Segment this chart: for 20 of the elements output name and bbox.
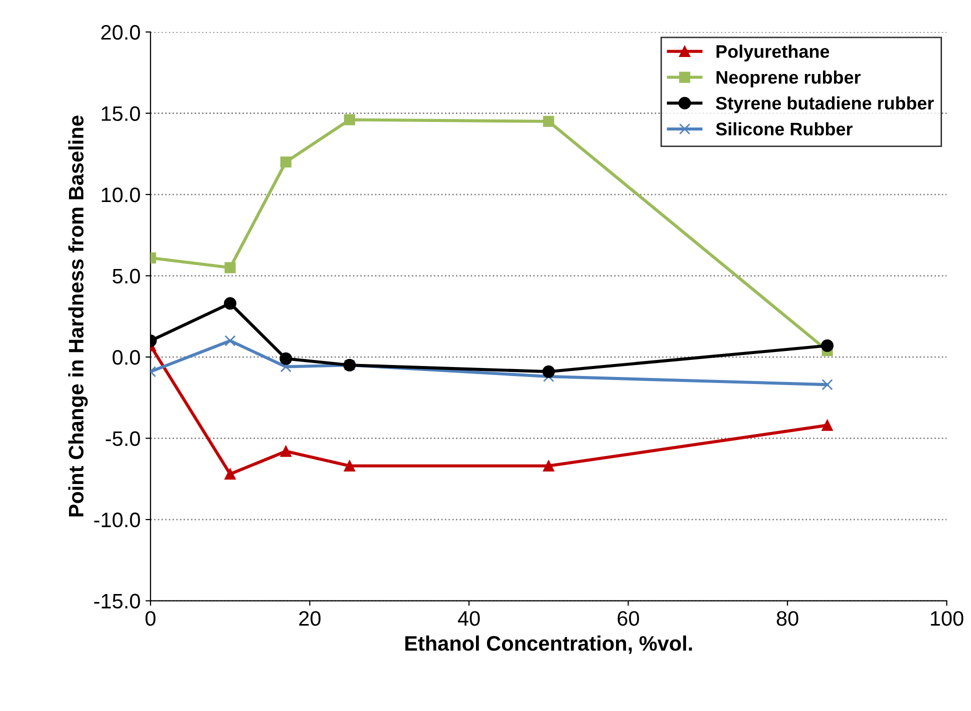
legend-label: Neoprene rubber [716, 70, 861, 88]
legend-label: Polyurethane [716, 44, 830, 62]
y-tick-label: 15.0 [102, 106, 140, 122]
x-tick-label: 0 [146, 611, 156, 626]
y-tick-label: -10.0 [94, 512, 140, 528]
x-tick-label: 20 [299, 611, 321, 626]
y-tick-label: 5.0 [112, 268, 140, 284]
y-axis-title: Point Change in Hardness from Baseline [68, 116, 88, 516]
y-tick-label: 20.0 [101, 24, 140, 40]
y-tick-label: 10.0 [102, 188, 140, 202]
legend-label: Styrene butadiene rubber [716, 96, 934, 114]
x-tick-label: 40 [458, 611, 480, 626]
y-tick-label: 0.0 [112, 350, 140, 365]
x-tick-label: 100 [930, 611, 964, 626]
legend-label: Silicone Rubber [716, 122, 853, 136]
x-tick-label: 60 [618, 611, 640, 626]
y-tick-label: -5.0 [106, 431, 140, 446]
x-axis-title: Ethanol Concentration, %vol. [405, 635, 692, 654]
x-tick-label: 80 [776, 611, 798, 626]
y-tick-label: -15.0 [94, 594, 140, 609]
